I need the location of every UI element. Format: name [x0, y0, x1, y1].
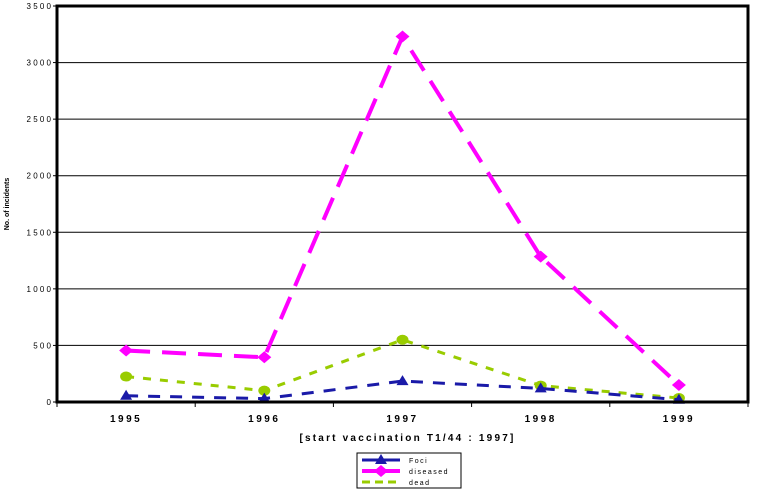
data-point-diseased — [119, 344, 134, 357]
legend-marker — [375, 454, 387, 464]
data-point-foci — [258, 392, 271, 403]
legend: Foci diseased dead — [356, 452, 462, 489]
y-tick-label: 2 0 0 0 — [27, 172, 52, 181]
gridlines — [57, 62, 748, 346]
data-point-foci — [120, 389, 133, 400]
legend-item-diseased: diseased — [362, 465, 449, 477]
series-line-foci — [126, 379, 680, 402]
legend-label: Foci — [409, 458, 428, 465]
x-axis-ticks: 1995 1996 1997 1998 1999 — [56, 402, 749, 425]
y-tick-label: 2 5 0 0 — [27, 115, 52, 124]
data-point-diseased — [533, 250, 548, 263]
x-axis-label: [start vaccination T1/44 : 1997] — [299, 433, 515, 444]
data-point-diseased — [257, 351, 272, 364]
series-diseased — [119, 30, 686, 392]
y-tick-label: 0 — [47, 398, 52, 407]
data-point-foci — [534, 382, 547, 393]
data-point-diseased — [671, 379, 686, 392]
y-tick-label: 3 5 0 0 — [27, 2, 52, 11]
data-point-dead — [396, 334, 409, 345]
series-layer — [119, 30, 686, 404]
x-tick-label: 1997 — [386, 414, 418, 425]
series-foci — [120, 375, 685, 404]
y-tick-label: 5 0 0 — [33, 341, 51, 350]
legend-marker — [374, 465, 388, 477]
y-axis-ticks: 0 5 0 0 1 0 0 0 1 5 0 0 2 0 0 0 2 5 0 0 3 0 0 … — [27, 2, 57, 407]
legend-item-foci: Foci — [362, 454, 428, 465]
legend-item-dead: dead — [362, 480, 431, 487]
data-point-foci — [396, 375, 409, 386]
x-tick-label: 1999 — [663, 414, 695, 425]
data-point-diseased — [395, 30, 410, 43]
legend-label: diseased — [409, 469, 449, 476]
x-tick-label: 1998 — [525, 414, 557, 425]
x-tick-label: 1996 — [248, 414, 280, 425]
y-axis-label: No. of incidents — [4, 178, 11, 231]
y-tick-label: 3 0 0 0 — [27, 59, 52, 68]
x-tick-label: 1995 — [110, 414, 142, 425]
series-line-dead — [125, 338, 680, 400]
y-tick-label: 1 5 0 0 — [27, 228, 52, 237]
data-point-dead — [258, 385, 271, 396]
y-tick-label: 1 0 0 0 — [27, 285, 52, 294]
series-line-diseased — [126, 32, 681, 387]
plot-frame — [55, 4, 750, 404]
legend-label: dead — [409, 480, 431, 487]
data-point-dead — [120, 371, 133, 382]
